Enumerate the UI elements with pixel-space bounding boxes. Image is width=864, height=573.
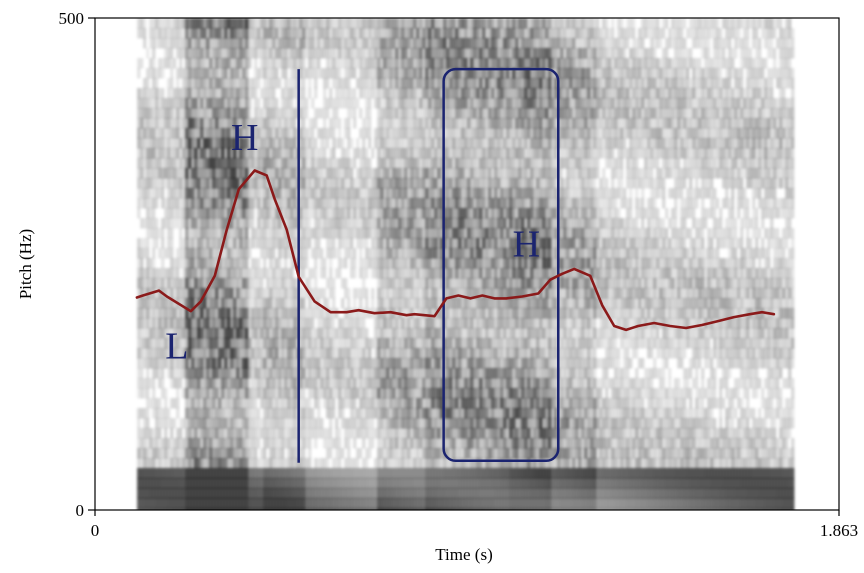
y-tick-label-min: 0 — [76, 501, 85, 520]
highlight-box — [442, 67, 560, 463]
tone-label-h-first: H — [231, 117, 258, 159]
x-tick-label-min: 0 — [91, 521, 100, 540]
x-axis-label: Time (s) — [435, 545, 492, 564]
y-tick-label-max: 500 — [59, 9, 85, 28]
x-tick-label-max: 1.863 — [820, 521, 858, 540]
spectrogram-background — [137, 18, 795, 510]
y-axis-label: Pitch (Hz) — [16, 229, 35, 299]
tone-label-l: L — [165, 326, 188, 368]
tone-label-h-second: H — [513, 223, 540, 265]
pitch-contour-line — [135, 169, 776, 332]
plot-frame — [94, 17, 840, 511]
